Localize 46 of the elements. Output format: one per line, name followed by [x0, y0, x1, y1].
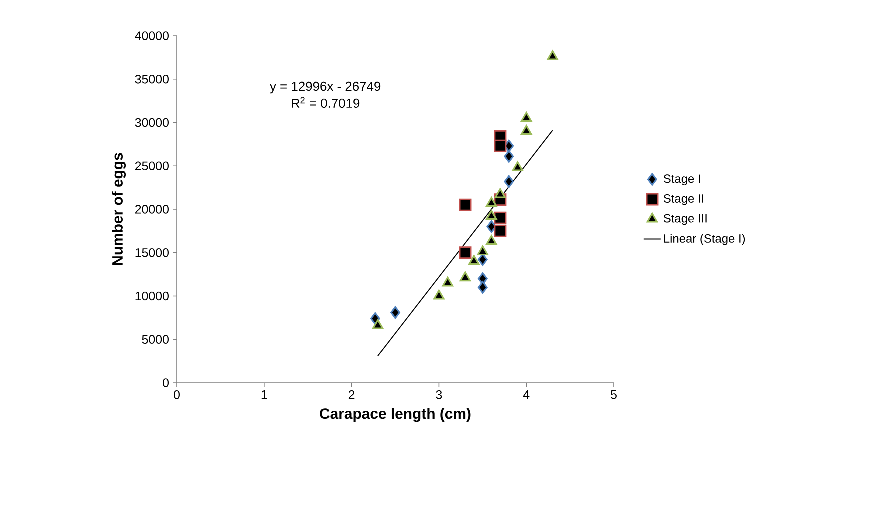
annotation: y = 12996x - 26749 [270, 82, 381, 94]
point [494, 224, 507, 238]
point [521, 125, 532, 135]
y-axis-title: Number of eggs [112, 153, 126, 266]
point [494, 212, 507, 224]
y-tick-label: 40000 [135, 32, 169, 40]
point [494, 188, 506, 198]
point [512, 162, 524, 172]
x-tick-label: 1 [262, 390, 268, 400]
legend-label: Stage I [664, 174, 700, 186]
point [486, 210, 498, 220]
point [478, 281, 488, 294]
legend-label: Stage II [664, 194, 704, 206]
legend-label: Stage III [664, 214, 707, 226]
y-tick-label: 20000 [135, 205, 169, 214]
y-tick-label: 35000 [135, 74, 169, 84]
point [486, 235, 498, 246]
point [486, 197, 498, 207]
y-tick-label: 0 [163, 378, 169, 388]
point [521, 112, 532, 122]
y-tick-label: 25000 [135, 162, 169, 171]
point [494, 140, 507, 152]
x-tick-label: 3 [436, 390, 442, 400]
y-tick-label: 30000 [135, 118, 169, 128]
point [547, 50, 558, 60]
point [442, 276, 454, 287]
annotation: R$^{2}$ = 0.7019 [292, 97, 360, 108]
point [504, 175, 514, 188]
point [434, 290, 445, 300]
x-tick-label: 2 [348, 390, 355, 400]
point [372, 319, 384, 330]
x-tick-label: 4 [523, 390, 530, 400]
y-tick-label: 5000 [142, 335, 169, 344]
y-tick-label: 15000 [136, 248, 169, 258]
point [460, 272, 471, 282]
x-tick-label: 0 [174, 390, 180, 400]
point [477, 246, 488, 256]
point [459, 198, 472, 212]
point [390, 306, 400, 320]
point [468, 255, 480, 266]
legend-label: Linear (Stage I) [664, 234, 746, 246]
point [504, 150, 514, 163]
point [459, 246, 472, 260]
y-tick-label: 10000 [136, 292, 169, 301]
x-axis-title: Carapace length (cm) [320, 408, 471, 422]
x-tick-label: 5 [611, 390, 617, 400]
